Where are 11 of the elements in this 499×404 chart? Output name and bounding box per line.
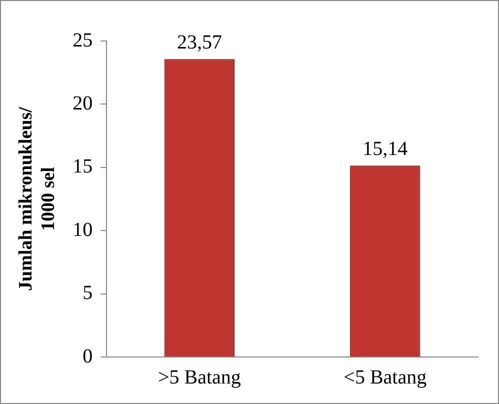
x-tick-label: >5 Batang bbox=[158, 366, 241, 388]
y-tick-label: 5 bbox=[82, 282, 93, 304]
data-label: 23,57 bbox=[176, 31, 222, 54]
y-tick-label: 10 bbox=[72, 218, 93, 241]
y-tick-label: 20 bbox=[72, 92, 93, 114]
y-tick-label: 25 bbox=[72, 29, 93, 52]
data-label: 15,14 bbox=[362, 138, 408, 160]
y-axis-title: Jumlah mikronukleus/ 1000 sel bbox=[15, 106, 60, 291]
y-tick-label: 15 bbox=[72, 156, 93, 178]
x-tick-label: <5 Batang bbox=[344, 366, 427, 388]
y-tick-label: 0 bbox=[82, 345, 93, 368]
